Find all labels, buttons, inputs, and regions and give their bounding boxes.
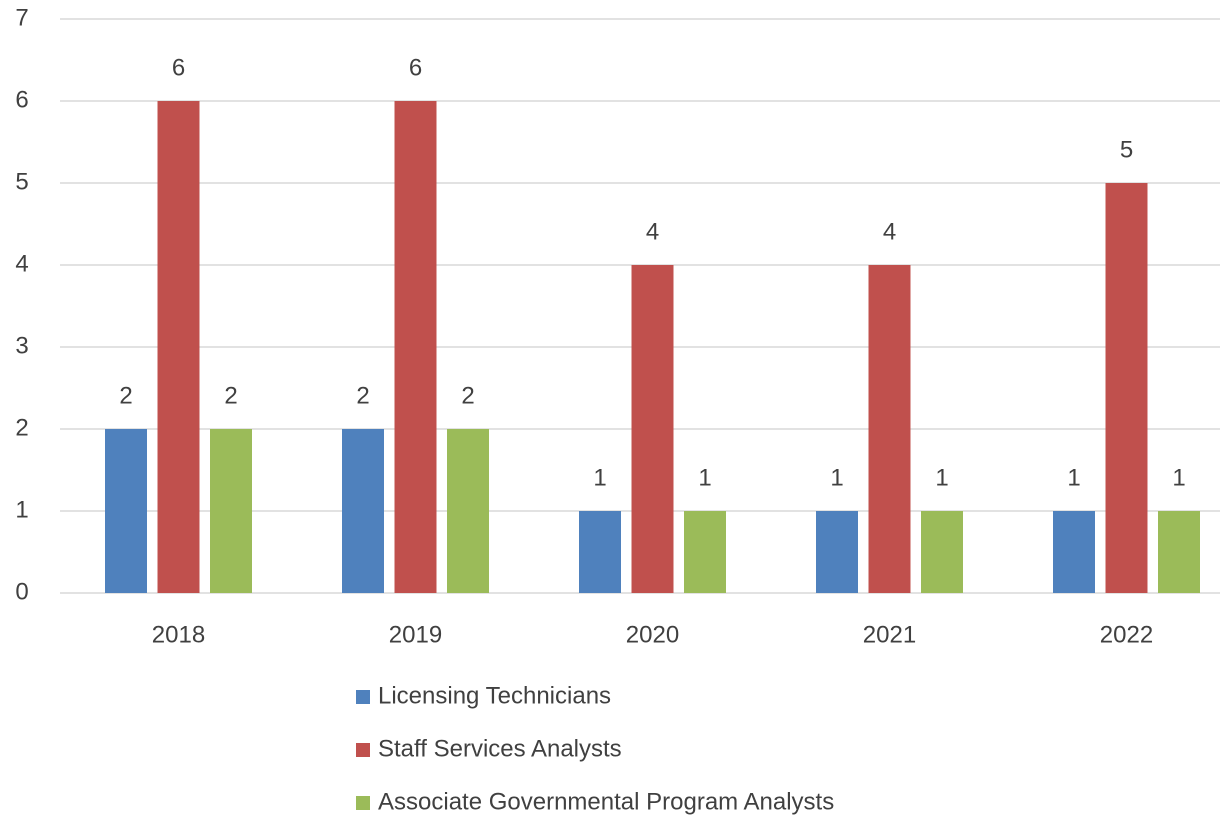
legend-swatch: [356, 796, 370, 810]
y-tick-label: 5: [15, 168, 28, 195]
value-label: 4: [883, 218, 896, 245]
y-tick-label: 3: [15, 332, 28, 359]
legend-swatch: [356, 743, 370, 757]
bar: [579, 511, 621, 593]
y-tick-label: 2: [15, 414, 28, 441]
x-tick-label: 2021: [863, 621, 916, 648]
legend-label: Associate Governmental Program Analysts: [378, 788, 834, 815]
bar: [868, 265, 911, 593]
y-tick-label: 6: [15, 86, 28, 113]
bar: [631, 265, 674, 593]
x-tick-label: 2020: [626, 621, 679, 648]
bar: [342, 429, 384, 593]
value-label: 6: [172, 54, 185, 81]
legend-swatch: [356, 690, 370, 704]
legend-label: Staff Services Analysts: [378, 735, 622, 762]
value-label: 2: [461, 382, 474, 409]
value-label: 6: [409, 54, 422, 81]
y-tick-label: 0: [15, 578, 28, 605]
bar: [1105, 183, 1148, 593]
value-label: 4: [646, 218, 659, 245]
value-label: 2: [356, 382, 369, 409]
value-label: 5: [1120, 136, 1133, 163]
value-label: 1: [1172, 464, 1185, 491]
value-label: 1: [1067, 464, 1080, 491]
x-tick-label: 2022: [1100, 621, 1153, 648]
value-label: 1: [830, 464, 843, 491]
value-label: 2: [119, 382, 132, 409]
bar: [447, 429, 489, 593]
bar: [105, 429, 147, 593]
bar: [921, 511, 963, 593]
value-label: 1: [935, 464, 948, 491]
legend-label: Licensing Technicians: [378, 682, 611, 709]
y-tick-label: 4: [15, 250, 28, 277]
bar: [684, 511, 726, 593]
y-tick-label: 1: [15, 496, 28, 523]
value-label: 1: [593, 464, 606, 491]
value-label: 2: [224, 382, 237, 409]
bar: [394, 101, 437, 593]
bar: [1158, 511, 1200, 593]
y-tick-label: 7: [15, 4, 28, 31]
bar: [816, 511, 858, 593]
bar: [1053, 511, 1095, 593]
value-label: 1: [698, 464, 711, 491]
bar: [157, 101, 200, 593]
x-tick-label: 2018: [152, 621, 205, 648]
bar: [210, 429, 252, 593]
x-tick-label: 2019: [389, 621, 442, 648]
